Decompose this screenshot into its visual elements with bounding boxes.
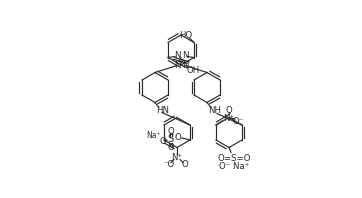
Text: N: N — [174, 51, 180, 60]
Text: N⁺: N⁺ — [223, 113, 235, 123]
Text: ⁻O: ⁻O — [163, 160, 174, 169]
Text: O⁻ Na⁺: O⁻ Na⁺ — [219, 162, 249, 171]
Text: O⁻: O⁻ — [232, 116, 244, 126]
Text: O: O — [182, 160, 188, 169]
Text: NH: NH — [209, 106, 222, 115]
Text: N: N — [182, 61, 188, 70]
Text: O: O — [168, 127, 174, 135]
Text: OH: OH — [186, 66, 199, 74]
Text: N⁺: N⁺ — [172, 153, 182, 162]
Text: O: O — [174, 132, 181, 142]
Text: O=S=O: O=S=O — [217, 154, 251, 163]
Text: HN: HN — [156, 106, 169, 115]
Text: HO: HO — [179, 31, 193, 40]
Text: O: O — [226, 106, 232, 114]
Text: O: O — [160, 137, 167, 147]
Text: Na⁺: Na⁺ — [147, 131, 161, 141]
Text: N: N — [182, 51, 188, 60]
Text: N: N — [174, 61, 180, 70]
Text: S: S — [168, 134, 174, 144]
Text: O: O — [168, 144, 174, 152]
